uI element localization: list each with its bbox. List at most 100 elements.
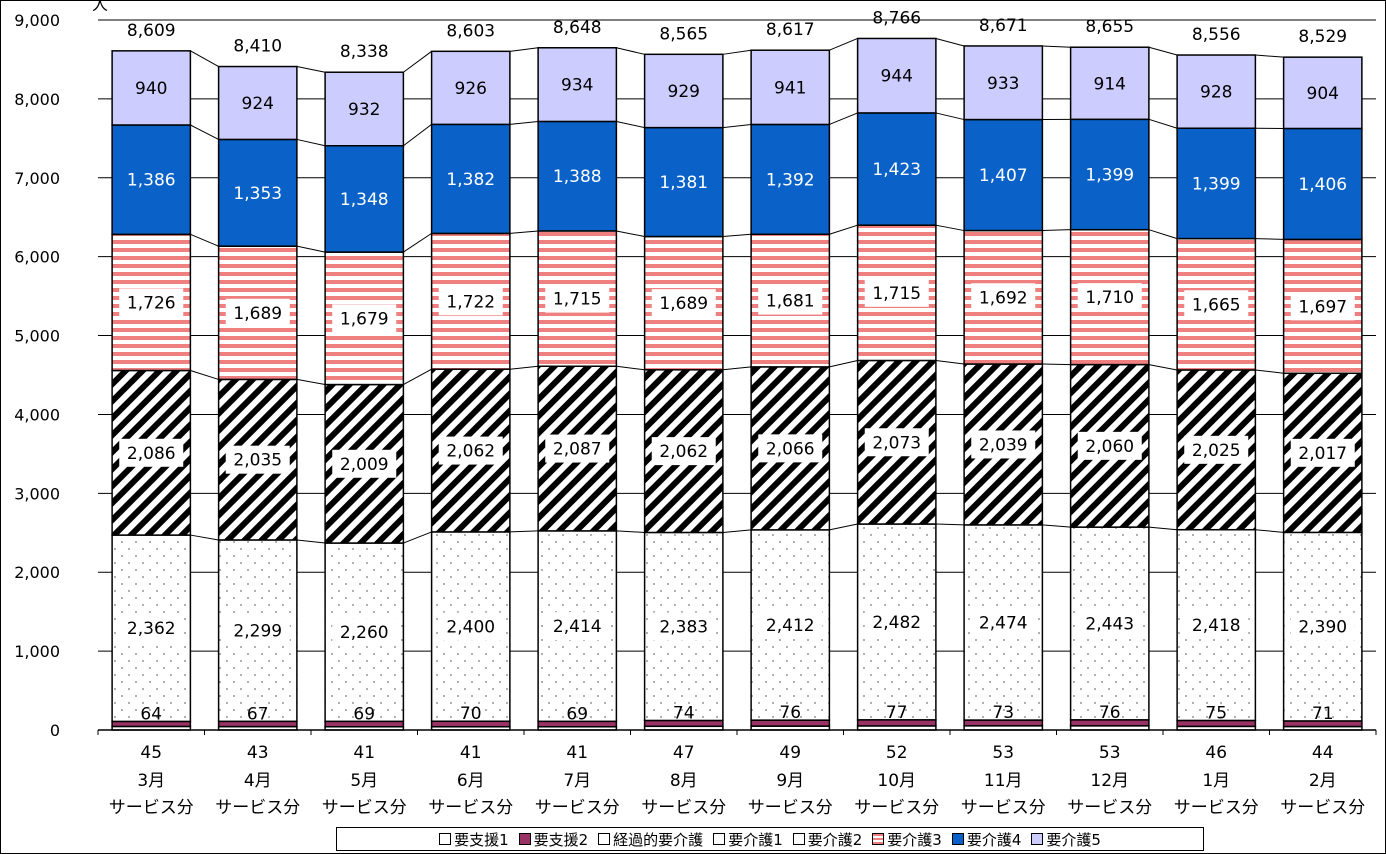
x-tick-label-sub: サービス分 xyxy=(215,798,300,818)
series-connector xyxy=(935,37,965,47)
data-label: 914 xyxy=(1094,74,1126,94)
data-label: 41 xyxy=(460,743,482,763)
x-tick-label-sub: サービス分 xyxy=(1280,798,1365,818)
data-label-box xyxy=(1290,292,1355,321)
legend-item: 要支援2 xyxy=(518,829,588,850)
y-unit-label: 人 xyxy=(92,0,108,14)
y-tick-label: 9,000 xyxy=(14,11,60,30)
data-label: 2,039 xyxy=(979,435,1028,455)
x-tick-label-sub: サービス分 xyxy=(961,798,1046,818)
data-label-box xyxy=(864,607,929,636)
y-tick-label: 5,000 xyxy=(14,327,60,346)
series-connector xyxy=(829,112,858,125)
y-tick-label: 1,000 xyxy=(14,642,60,661)
series-connector xyxy=(1042,524,1071,528)
series-connector xyxy=(616,120,645,129)
data-label: 2,443 xyxy=(1085,614,1134,634)
series-connector xyxy=(296,245,326,253)
data-label-box xyxy=(438,287,503,316)
data-label: 76 xyxy=(779,703,801,723)
legend-label: 要介護2 xyxy=(807,830,863,849)
data-label-box xyxy=(438,612,503,641)
series-connector xyxy=(1148,46,1178,56)
bar-segment xyxy=(537,47,618,123)
data-label: 2,299 xyxy=(233,622,282,642)
series-connector xyxy=(1042,229,1071,232)
x-tick-label-sub: サービス分 xyxy=(109,798,194,818)
data-label: 2,400 xyxy=(446,618,495,638)
total-label: 8,410 xyxy=(233,37,282,57)
data-label-box xyxy=(758,286,823,315)
x-tick-label-sub: サービス分 xyxy=(535,798,620,818)
data-label: 2,087 xyxy=(553,440,602,460)
data-label: 1,710 xyxy=(1085,288,1134,308)
y-tick-label: 0 xyxy=(50,721,60,740)
data-label-box xyxy=(864,278,929,307)
bar-segment xyxy=(430,50,511,126)
x-tick-label-month: 2月 xyxy=(1309,771,1337,791)
data-label: 53 xyxy=(992,743,1014,763)
series-connector xyxy=(190,124,219,140)
series-connector xyxy=(935,359,965,365)
bar-segment xyxy=(111,50,192,126)
data-label-box xyxy=(1290,612,1355,641)
legend-swatch xyxy=(792,833,805,845)
bar-segment xyxy=(963,45,1044,121)
data-label: 70 xyxy=(460,704,482,724)
series-connector xyxy=(1042,363,1071,366)
x-tick-label-sub: サービス分 xyxy=(428,798,513,818)
data-label: 1,353 xyxy=(233,184,282,204)
legend-item: 要介護5 xyxy=(1031,829,1101,850)
data-label: 46 xyxy=(1205,743,1227,763)
data-label-box xyxy=(1184,435,1249,464)
x-tick-label-month: 9月 xyxy=(776,771,804,791)
data-label: 1,679 xyxy=(340,309,389,329)
series-connector xyxy=(829,523,858,531)
bar-segment xyxy=(856,37,937,114)
data-label: 52 xyxy=(886,743,908,763)
series-connector xyxy=(190,50,219,67)
y-tick-label: 4,000 xyxy=(14,405,60,424)
data-label: 904 xyxy=(1307,84,1339,104)
data-label-box xyxy=(438,436,503,465)
data-label-box xyxy=(1184,611,1249,640)
series-connector xyxy=(722,49,752,55)
data-label-box xyxy=(971,430,1036,459)
data-label: 1,715 xyxy=(553,290,602,310)
bar-segment xyxy=(963,118,1044,232)
legend-item: 要介護2 xyxy=(792,829,863,850)
series-connector-lines xyxy=(190,37,1284,544)
data-label: 1,681 xyxy=(766,292,815,312)
data-label: 933 xyxy=(987,74,1019,94)
data-label: 1,392 xyxy=(766,170,815,190)
bar-segment xyxy=(643,53,724,129)
data-label: 73 xyxy=(992,703,1014,723)
legend-item: 要介護4 xyxy=(951,829,1021,850)
data-label: 41 xyxy=(566,743,588,763)
y-tick-label: 8,000 xyxy=(14,90,60,109)
data-label-box xyxy=(971,283,1036,312)
series-connector xyxy=(1148,118,1178,129)
data-label: 2,474 xyxy=(979,613,1028,633)
data-label-box xyxy=(332,449,397,478)
total-label: 8,603 xyxy=(446,21,495,41)
data-label: 77 xyxy=(886,703,908,723)
data-label: 924 xyxy=(242,94,274,114)
series-connector xyxy=(722,123,752,129)
x-tick-label-sub: サービス分 xyxy=(1067,798,1152,818)
data-label: 1,697 xyxy=(1298,297,1347,317)
data-label: 926 xyxy=(455,79,487,99)
data-label-box xyxy=(225,445,290,474)
data-label-box xyxy=(332,618,397,647)
data-label-box xyxy=(119,288,184,317)
legend-label: 要介護5 xyxy=(1046,830,1101,849)
data-label: 75 xyxy=(1205,703,1227,723)
data-label: 928 xyxy=(1200,83,1232,103)
total-label: 8,648 xyxy=(553,18,602,38)
series-connector xyxy=(190,233,219,247)
y-tick-label: 7,000 xyxy=(14,169,60,188)
series-connector xyxy=(616,230,645,238)
series-connector xyxy=(509,530,539,533)
data-label: 2,412 xyxy=(766,616,815,636)
